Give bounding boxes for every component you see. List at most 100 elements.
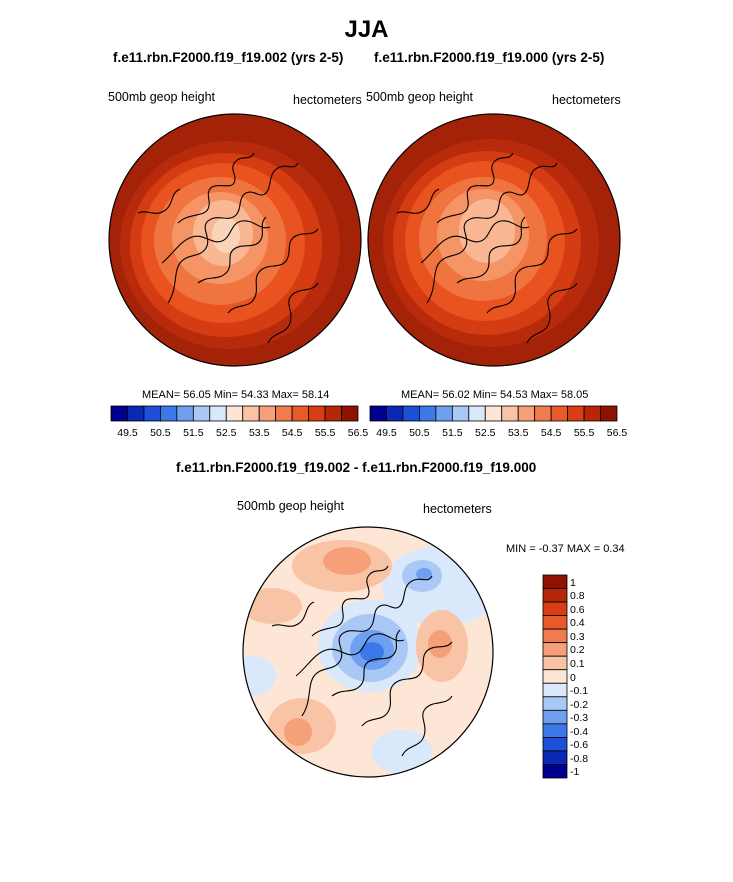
colorbar-tick-label: 53.5 [248,427,270,439]
left-units-label: hectometers [293,93,362,107]
right-colorbar-ticks: 49.5 50.5 51.5 52.5 53.5 54.5 55.5 56.5 [370,427,627,441]
colorbar-swatch [501,405,519,422]
contour-fill [243,588,302,624]
colorbar-tick-label: -0.4 [570,725,589,738]
difference-colorbar-ticks: 1 0.8 0.6 0.4 0.3 0.2 0.1 0 -0.1 -0.2 -0.3 -0.4 -0.6… [570,575,610,778]
colorbar-swatch [369,405,387,422]
colorbar-tick-label: -0.6 [570,739,589,752]
colorbar-tick-label: -0.3 [570,712,589,725]
left-case-title: f.e11.rbn.F2000.f19_f19.002 (yrs 2-5) [113,50,344,65]
colorbar-swatch [209,405,227,422]
left-stats: MEAN= 56.05 Min= 54.33 Max= 58.14 [142,389,330,401]
colorbar-swatch [242,405,260,422]
contour-fill [459,199,515,263]
colorbar-swatch [542,588,568,603]
colorbar-tick-label: -0.8 [570,752,589,765]
colorbar-tick-label: -0.2 [570,698,589,711]
colorbar-swatch [542,642,568,657]
left-variable-label: 500mb geop height [108,90,216,104]
coastlines [271,565,453,757]
colorbar-tick-label: 56.5 [606,427,628,439]
colorbar-swatch [600,405,618,422]
colorbar-tick-label: 0.3 [570,630,585,643]
colorbar-swatch [542,709,568,725]
colorbar-tick-label: 1 [570,576,576,589]
colorbar-swatch [110,405,128,422]
colorbar-swatch [291,405,309,422]
colorbar-swatch [402,405,420,422]
right-variable-label: 500mb geop height [366,90,474,104]
contour-fill [372,730,432,774]
colorbar-tick-label: 52.5 [216,427,237,439]
colorbar-tick-label: 49.5 [117,427,138,439]
colorbar-tick-label: -1 [570,766,580,779]
coastlines [137,152,319,344]
difference-units-label: hectometers [423,502,492,516]
colorbar-swatch [225,405,244,422]
colorbar-tick-label: 0.1 [570,657,585,670]
colorbar-swatch [192,405,211,422]
colorbar-tick-label: 50.5 [409,427,430,439]
difference-colorbar [542,574,568,779]
colorbar-swatch [550,405,568,422]
left-polar-map [108,113,362,367]
left-colorbar-swatches [110,405,359,422]
contour-fill [323,547,371,575]
colorbar-swatch [542,750,568,765]
colorbar-swatch [341,405,359,422]
figure-title: JJA [344,16,389,43]
colorbar-tick-label: 50.5 [150,427,171,439]
colorbar-tick-label: 53.5 [507,427,529,439]
colorbar-swatch [275,405,293,422]
colorbar-swatch [542,764,568,779]
colorbar-tick-label: 55.5 [314,427,336,439]
contour-fill [360,642,384,662]
difference-polar-map [242,526,494,778]
right-stats: MEAN= 56.02 Min= 54.53 Max= 58.05 [401,389,589,401]
coastlines [396,152,578,344]
colorbar-swatch [127,405,145,422]
right-polar-map [367,113,621,367]
colorbar-tick-label: 51.5 [442,427,463,439]
colorbar-swatch [451,405,470,422]
colorbar-swatch [386,405,404,422]
right-colorbar [369,405,618,422]
colorbar-swatch [435,405,453,422]
colorbar-swatch [542,723,568,738]
difference-minmax: MIN = -0.37 MAX = 0.34 [506,543,625,555]
colorbar-swatch [542,655,568,671]
colorbar-swatch [567,405,585,422]
colorbar-swatch [542,615,568,630]
contour-fill [243,656,276,696]
colorbar-tick-label: 0 [570,671,576,684]
colorbar-swatch [542,628,568,644]
colorbar-tick-label: 52.5 [475,427,496,439]
colorbar-tick-label: 0.2 [570,644,585,657]
colorbar-swatch [308,405,326,422]
contour-fill [416,568,432,580]
left-colorbar-ticks: 49.5 50.5 51.5 52.5 53.5 54.5 55.5 56.5 [111,427,368,441]
colorbar-swatch [176,405,194,422]
colorbar-swatch [542,736,568,752]
colorbar-tick-label: 54.5 [540,427,562,439]
right-case-title: f.e11.rbn.F2000.f19_f19.000 (yrs 2-5) [374,50,605,65]
colorbar-swatch [324,405,342,422]
colorbar-tick-label: 51.5 [183,427,204,439]
contour-fill [428,630,452,658]
colorbar-tick-label: 55.5 [573,427,595,439]
colorbar-swatch [534,405,552,422]
colorbar-swatch [542,601,568,616]
colorbar-swatch [542,574,568,589]
colorbar-tick-label: 56.5 [347,427,369,439]
colorbar-swatch [484,405,503,422]
difference-title: f.e11.rbn.F2000.f19_f19.002 - f.e11.rbn.… [176,460,537,475]
colorbar-swatch [258,405,277,422]
colorbar-swatch [583,405,601,422]
contour-fill [284,718,312,746]
colorbar-swatch [143,405,161,422]
right-colorbar-swatches [369,405,618,422]
colorbar-tick-label: -0.1 [570,685,589,698]
colorbar-swatch [542,696,568,711]
colorbar-tick-label: 0.4 [570,617,585,630]
colorbar-tick-label: 49.5 [376,427,397,439]
